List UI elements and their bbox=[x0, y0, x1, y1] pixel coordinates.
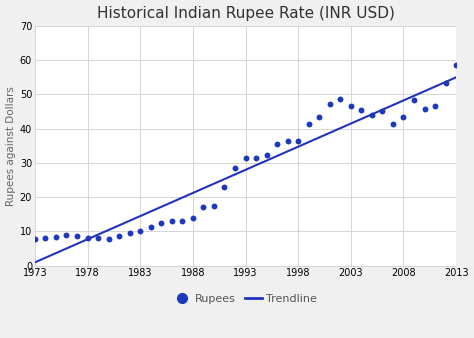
Point bbox=[294, 138, 302, 143]
Point bbox=[410, 97, 418, 102]
Point bbox=[137, 228, 144, 234]
Point bbox=[305, 121, 312, 126]
Point bbox=[442, 80, 449, 86]
Point bbox=[284, 139, 292, 144]
Point bbox=[126, 231, 134, 236]
Point bbox=[63, 233, 70, 238]
Point bbox=[431, 103, 439, 108]
Point bbox=[84, 235, 91, 240]
Point bbox=[31, 237, 39, 242]
Point bbox=[94, 235, 102, 241]
Point bbox=[52, 234, 60, 240]
Point bbox=[252, 155, 260, 161]
Point bbox=[421, 106, 428, 112]
Point bbox=[179, 218, 186, 224]
Point bbox=[315, 115, 323, 120]
Point bbox=[263, 152, 270, 158]
Point bbox=[357, 108, 365, 113]
Point bbox=[105, 236, 112, 241]
Point bbox=[368, 112, 376, 117]
Point bbox=[200, 205, 207, 210]
Point bbox=[147, 224, 155, 229]
Point bbox=[115, 233, 123, 239]
Point bbox=[337, 96, 344, 102]
Point bbox=[242, 155, 249, 161]
Point bbox=[168, 218, 175, 223]
Legend: Rupees, Trendline: Rupees, Trendline bbox=[170, 289, 321, 308]
Point bbox=[73, 233, 81, 239]
Point bbox=[210, 203, 218, 209]
Point bbox=[400, 114, 407, 119]
Point bbox=[231, 165, 239, 171]
Point bbox=[273, 141, 281, 147]
Title: Historical Indian Rupee Rate (INR USD): Historical Indian Rupee Rate (INR USD) bbox=[97, 5, 394, 21]
Y-axis label: Rupees against Dollars: Rupees against Dollars bbox=[6, 86, 16, 206]
Point bbox=[347, 103, 355, 109]
Point bbox=[379, 108, 386, 114]
Point bbox=[452, 62, 460, 68]
Point bbox=[42, 235, 49, 241]
Point bbox=[157, 220, 165, 226]
Point bbox=[221, 184, 228, 190]
Point bbox=[326, 101, 334, 107]
Point bbox=[389, 121, 397, 127]
Point bbox=[189, 215, 197, 220]
